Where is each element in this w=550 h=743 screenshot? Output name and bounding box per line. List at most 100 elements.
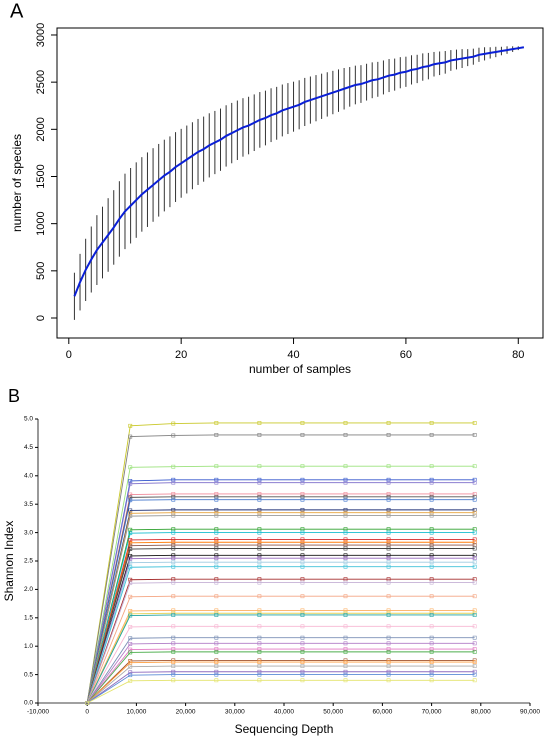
point-marker: [386, 649, 391, 654]
point-marker: [472, 664, 477, 668]
series-line: [86, 612, 475, 704]
point-marker: [429, 421, 434, 425]
x-tick-label: 20: [175, 349, 187, 361]
point-marker: [472, 678, 477, 683]
point-marker: [128, 556, 133, 561]
point-marker: [429, 510, 434, 515]
point-marker: [171, 553, 176, 558]
y-tick-label: 2500: [35, 70, 47, 94]
point-marker: [429, 492, 434, 496]
point-marker: [343, 594, 348, 599]
x-axis-title: Sequencing Depth: [235, 722, 334, 736]
point-marker: [257, 649, 262, 654]
point-marker: [214, 494, 219, 499]
point-marker: [429, 464, 434, 469]
point-marker: [171, 537, 176, 542]
point-marker: [128, 647, 133, 652]
y-tick-label: 5.0: [24, 416, 33, 423]
point-marker: [343, 507, 348, 512]
point-marker: [429, 672, 434, 677]
point-marker: [214, 530, 219, 535]
point-marker: [128, 553, 133, 558]
point-marker: [128, 650, 133, 655]
point-marker: [214, 594, 219, 599]
series-line: [86, 582, 475, 704]
point-marker: [429, 546, 434, 551]
point-marker: [257, 594, 262, 599]
point-marker: [214, 624, 219, 629]
point-marker: [472, 513, 477, 518]
point-marker: [472, 492, 477, 496]
point-marker: [343, 560, 348, 565]
point-marker: [214, 647, 219, 651]
series-line: [86, 532, 475, 704]
series-line: [86, 674, 475, 704]
point-marker: [171, 608, 176, 613]
point-marker: [300, 672, 305, 677]
series-line: [86, 648, 475, 704]
point-marker: [214, 513, 219, 518]
point-marker: [386, 497, 391, 502]
point-marker: [128, 492, 133, 497]
point-marker: [171, 464, 176, 469]
point-marker: [386, 507, 391, 512]
point-marker: [257, 546, 262, 551]
point-marker: [171, 546, 176, 551]
point-marker: [300, 635, 305, 640]
point-marker: [257, 537, 262, 542]
point-marker: [343, 660, 348, 665]
point-marker: [386, 580, 391, 585]
point-marker: [386, 421, 391, 425]
point-marker: [472, 672, 477, 677]
point-marker: [343, 564, 348, 569]
point-marker: [300, 624, 305, 629]
point-marker: [300, 641, 305, 646]
y-tick-label: 3000: [35, 23, 47, 47]
point-marker: [171, 556, 176, 561]
point-marker: [429, 624, 434, 629]
point-marker: [171, 507, 176, 512]
point-marker: [171, 613, 176, 617]
point-marker: [128, 565, 133, 570]
point-marker: [171, 477, 176, 482]
point-marker: [429, 660, 434, 665]
point-marker: [300, 537, 305, 542]
point-marker: [343, 641, 348, 646]
point-marker: [300, 649, 305, 654]
point-marker: [214, 480, 219, 485]
point-marker: [171, 580, 176, 585]
point-marker: [386, 564, 391, 569]
point-marker: [429, 647, 434, 651]
x-tick-label: 0: [85, 709, 89, 716]
point-marker: [128, 479, 133, 483]
point-marker: [386, 513, 391, 518]
point-marker: [214, 641, 219, 646]
point-marker: [300, 477, 305, 482]
point-marker: [257, 560, 262, 565]
point-marker: [171, 480, 176, 485]
point-marker: [429, 540, 434, 545]
point-marker: [386, 492, 391, 496]
point-marker: [257, 433, 262, 437]
point-marker: [429, 560, 434, 565]
point-marker: [343, 613, 348, 617]
point-marker: [300, 421, 305, 425]
x-tick-label: -10,000: [27, 709, 49, 716]
point-marker: [343, 433, 348, 437]
point-marker: [171, 497, 176, 502]
point-marker: [429, 669, 434, 674]
point-marker: [300, 664, 305, 668]
series-line: [86, 528, 475, 704]
point-marker: [343, 649, 348, 654]
point-marker: [343, 537, 348, 542]
point-marker: [429, 635, 434, 640]
point-marker: [128, 498, 133, 503]
point-marker: [343, 669, 348, 674]
y-tick-label: 1.5: [24, 615, 33, 622]
point-marker: [343, 672, 348, 677]
series-line: [86, 561, 475, 704]
point-marker: [257, 608, 262, 613]
point-marker: [472, 494, 477, 499]
point-marker: [257, 553, 262, 558]
point-marker: [343, 464, 348, 469]
